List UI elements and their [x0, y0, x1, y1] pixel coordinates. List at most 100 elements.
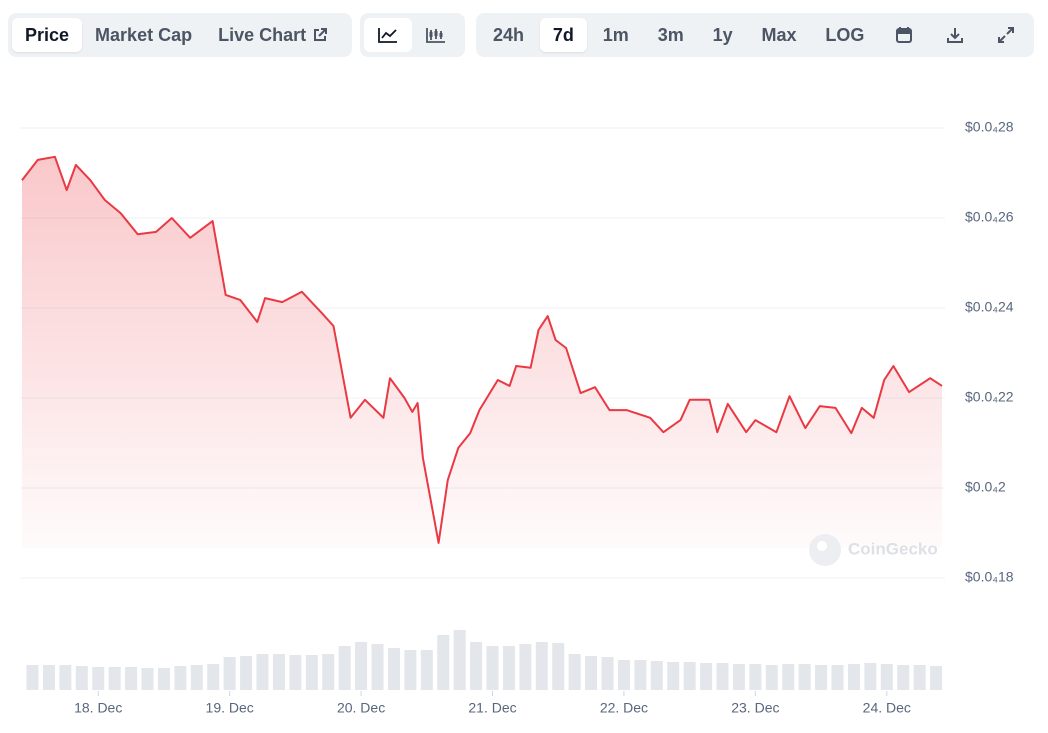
calendar-button[interactable] — [880, 18, 928, 52]
volume-bar — [322, 654, 335, 690]
line-chart-button[interactable] — [364, 18, 412, 52]
volume-bar — [223, 657, 236, 690]
volume-bar — [831, 665, 844, 690]
volume-bar — [700, 663, 713, 690]
volume-bar — [683, 662, 696, 690]
volume-bar — [650, 661, 663, 690]
download-button[interactable] — [931, 18, 979, 52]
calendar-icon — [896, 27, 913, 43]
volume-bar — [141, 668, 154, 690]
candle-icon — [426, 28, 445, 43]
volume-bar — [207, 664, 220, 690]
x-tick-label: 21. Dec — [468, 700, 516, 716]
volume-bar — [585, 656, 598, 690]
tab-group: Price Market Cap Live Chart — [8, 13, 352, 57]
volume-bar — [42, 665, 55, 690]
candle-chart-button[interactable] — [412, 18, 460, 52]
volume-bar — [371, 644, 384, 690]
volume-bar — [190, 665, 203, 690]
tab-label: Live Chart — [218, 24, 307, 45]
volume-bar — [634, 660, 647, 690]
tab-button[interactable]: Market Cap — [95, 24, 193, 45]
volume-bar — [256, 654, 269, 690]
range-button[interactable]: 1y — [712, 24, 733, 45]
volume-bar — [864, 663, 877, 690]
volume-bar — [749, 664, 762, 690]
watermark: CoinGecko — [809, 534, 938, 566]
y-tick-label: $0.0₄26 — [965, 209, 1014, 225]
volume-bar — [716, 663, 729, 690]
price-line — [21, 155, 943, 544]
volume-bar — [782, 664, 795, 690]
range-button[interactable]: 24h — [493, 24, 525, 45]
y-tick-label: $0.0₄22 — [965, 389, 1014, 405]
volume-bar — [420, 650, 433, 690]
x-tick-label: 18. Dec — [74, 700, 122, 716]
x-tick-label: 23. Dec — [731, 700, 779, 716]
range-button[interactable]: Max — [761, 24, 797, 45]
volume-bar — [913, 665, 926, 690]
tab-button[interactable]: Price — [12, 18, 83, 52]
x-tick-label: 19. Dec — [206, 700, 254, 716]
volume-bar — [880, 664, 893, 690]
volume-bar — [305, 655, 318, 690]
volume-bar — [617, 660, 630, 690]
volume-bar — [437, 635, 450, 690]
y-tick-label: $0.0₄18 — [965, 569, 1014, 585]
range-button[interactable]: 7d — [539, 18, 587, 52]
volume-bar — [601, 657, 614, 690]
volume-bar — [667, 662, 680, 690]
external-icon — [314, 28, 328, 41]
range-button[interactable]: LOG — [825, 24, 865, 45]
range-button[interactable]: 3m — [657, 24, 684, 45]
price-area — [22, 156, 942, 549]
y-tick-label: $0.0₄28 — [965, 119, 1014, 135]
line-icon — [378, 28, 397, 43]
y-tick-label: $0.0₄2 — [965, 479, 1006, 495]
volume-bar — [26, 665, 39, 690]
volume-bar — [92, 667, 105, 690]
volume-bar — [240, 656, 253, 690]
range-group: 24h 7d 1m 3m 1y Max LOG — [476, 13, 1034, 57]
volume-bar — [502, 646, 515, 690]
volume-bar — [930, 666, 943, 690]
volume-bar — [552, 643, 565, 690]
fullscreen-icon — [998, 27, 1014, 43]
volume-bar — [272, 654, 285, 690]
volume-bar — [75, 666, 88, 690]
y-tick-label: $0.0₄24 — [965, 299, 1014, 315]
volume-bar — [535, 642, 548, 690]
watermark-text: CoinGecko — [848, 539, 938, 558]
volume-bar — [568, 654, 581, 690]
volume-bar — [125, 667, 138, 690]
volume-bar — [59, 665, 72, 690]
download-icon — [947, 28, 964, 43]
x-tick-label: 24. Dec — [863, 700, 911, 716]
tab-button[interactable]: Live Chart — [205, 18, 341, 52]
volume-bar — [289, 655, 302, 690]
volume-bar — [470, 642, 483, 690]
chart-style-group — [360, 13, 465, 57]
volume-bar — [897, 665, 910, 690]
volume-bar — [453, 630, 466, 690]
volume-bar — [847, 664, 860, 690]
volume-bar — [338, 646, 351, 690]
volume-bar — [174, 666, 187, 690]
volume-bar — [815, 665, 828, 690]
x-tick-label: 20. Dec — [337, 700, 385, 716]
volume-bar — [355, 642, 368, 690]
volume-bar — [157, 668, 170, 690]
volume-bar — [519, 644, 532, 690]
fullscreen-button[interactable] — [982, 18, 1030, 52]
volume-bar — [404, 650, 417, 690]
x-tick-label: 22. Dec — [600, 700, 648, 716]
volume-bar — [387, 648, 400, 690]
volume-bar — [798, 664, 811, 690]
volume-bar — [486, 646, 499, 690]
range-button[interactable]: 1m — [602, 24, 629, 45]
volume-bar — [765, 665, 778, 690]
volume-bar — [732, 664, 745, 690]
volume-bar — [108, 667, 121, 690]
